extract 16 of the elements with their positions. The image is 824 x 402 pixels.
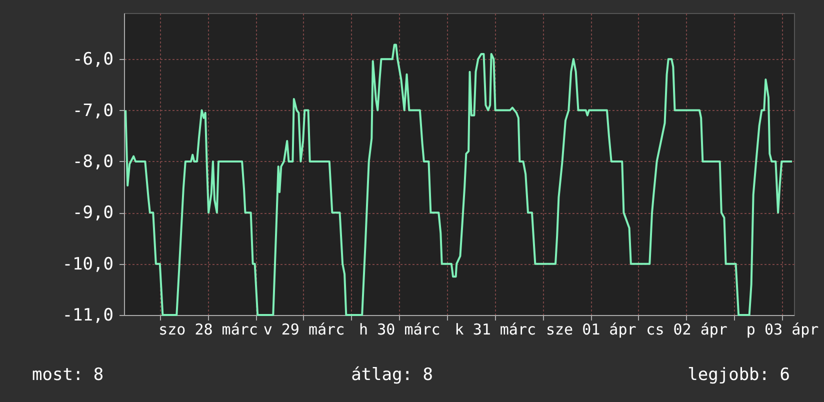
text: legjobb: 6	[688, 365, 790, 385]
x-tick-label: cs 02 ápr	[646, 320, 728, 338]
y-tick-label: -11,0	[62, 306, 114, 326]
y-tick-label: -10,0	[62, 254, 114, 274]
y-tick-label: -8,0	[72, 152, 114, 172]
x-tick-label: v 29 márc	[263, 320, 345, 338]
y-tick-label: -6,0	[72, 50, 114, 70]
x-tick-label: sze 01 ápr	[546, 320, 636, 338]
text: átlag: 8	[351, 365, 433, 385]
text: most: 8	[32, 365, 104, 385]
x-tick-label: p 03 ápr	[746, 320, 819, 338]
x-tick-label: k 31 márc	[454, 320, 536, 338]
x-tick-label: szo 28 márc	[158, 320, 258, 338]
y-tick-label: -7,0	[72, 100, 114, 121]
y-tick-label: -9,0	[72, 203, 114, 224]
x-tick-label: h 30 márc	[359, 320, 440, 338]
